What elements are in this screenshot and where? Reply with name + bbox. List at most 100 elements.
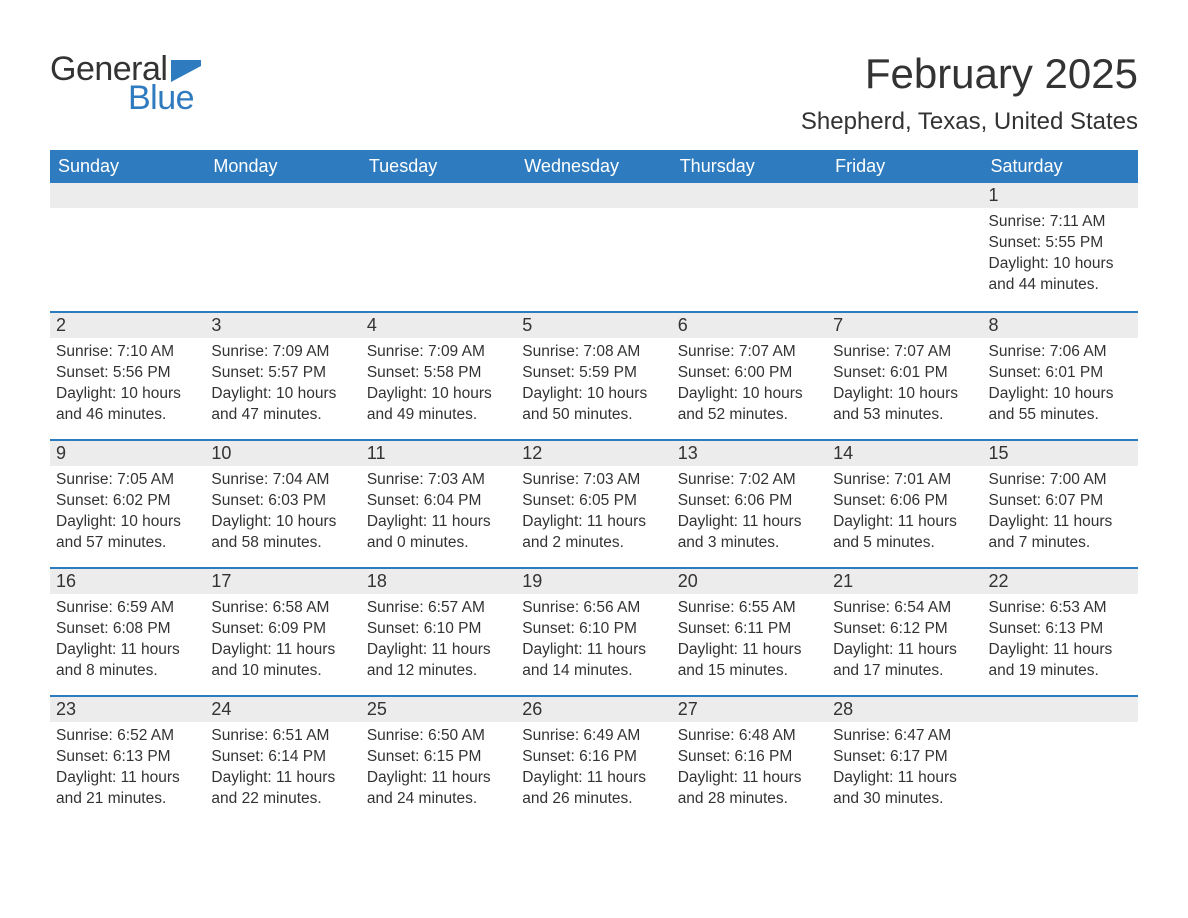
day-details: Sunrise: 6:58 AMSunset: 6:09 PMDaylight:…: [205, 594, 360, 682]
daylight-line: Daylight: 11 hours and 10 minutes.: [211, 640, 354, 682]
calendar-cell: 14Sunrise: 7:01 AMSunset: 6:06 PMDayligh…: [827, 439, 982, 567]
sunset-line: Sunset: 6:07 PM: [989, 491, 1132, 512]
calendar-cell: 16Sunrise: 6:59 AMSunset: 6:08 PMDayligh…: [50, 567, 205, 695]
calendar-cell: 13Sunrise: 7:02 AMSunset: 6:06 PMDayligh…: [672, 439, 827, 567]
day-number: [827, 183, 982, 208]
daylight-line: Daylight: 10 hours and 57 minutes.: [56, 512, 199, 554]
day-number: 11: [361, 439, 516, 466]
sunrise-line: Sunrise: 7:10 AM: [56, 342, 199, 363]
sunrise-line: Sunrise: 7:07 AM: [678, 342, 821, 363]
daylight-line: Daylight: 10 hours and 50 minutes.: [522, 384, 665, 426]
day-number: 22: [983, 567, 1138, 594]
daylight-line: Daylight: 10 hours and 58 minutes.: [211, 512, 354, 554]
calendar-cell: [672, 183, 827, 311]
daylight-line: Daylight: 10 hours and 47 minutes.: [211, 384, 354, 426]
calendar-cell: 2Sunrise: 7:10 AMSunset: 5:56 PMDaylight…: [50, 311, 205, 439]
day-details: Sunrise: 7:03 AMSunset: 6:05 PMDaylight:…: [516, 466, 671, 554]
day-details: Sunrise: 6:54 AMSunset: 6:12 PMDaylight:…: [827, 594, 982, 682]
calendar-cell: 27Sunrise: 6:48 AMSunset: 6:16 PMDayligh…: [672, 695, 827, 823]
day-number: [205, 183, 360, 208]
day-details: Sunrise: 6:57 AMSunset: 6:10 PMDaylight:…: [361, 594, 516, 682]
day-details: Sunrise: 6:50 AMSunset: 6:15 PMDaylight:…: [361, 722, 516, 810]
day-number: 6: [672, 311, 827, 338]
day-header-row: SundayMondayTuesdayWednesdayThursdayFrid…: [50, 150, 1138, 183]
day-header: Sunday: [50, 150, 205, 183]
day-number: 7: [827, 311, 982, 338]
daylight-line: Daylight: 11 hours and 15 minutes.: [678, 640, 821, 682]
day-header: Saturday: [983, 150, 1138, 183]
sunrise-line: Sunrise: 7:04 AM: [211, 470, 354, 491]
daylight-line: Daylight: 11 hours and 8 minutes.: [56, 640, 199, 682]
logo-word2: Blue: [128, 79, 194, 118]
sunset-line: Sunset: 5:59 PM: [522, 363, 665, 384]
logo: General Blue: [50, 50, 201, 118]
sunset-line: Sunset: 6:02 PM: [56, 491, 199, 512]
sunset-line: Sunset: 6:09 PM: [211, 619, 354, 640]
sunset-line: Sunset: 6:16 PM: [522, 747, 665, 768]
day-number: 4: [361, 311, 516, 338]
day-header: Wednesday: [516, 150, 671, 183]
day-number: 5: [516, 311, 671, 338]
day-number: [50, 183, 205, 208]
daylight-line: Daylight: 11 hours and 30 minutes.: [833, 768, 976, 810]
sunset-line: Sunset: 6:14 PM: [211, 747, 354, 768]
day-number: 21: [827, 567, 982, 594]
day-number: 24: [205, 695, 360, 722]
calendar-cell: [50, 183, 205, 311]
day-header: Friday: [827, 150, 982, 183]
day-details: Sunrise: 7:05 AMSunset: 6:02 PMDaylight:…: [50, 466, 205, 554]
sunrise-line: Sunrise: 6:57 AM: [367, 598, 510, 619]
calendar-cell: 3Sunrise: 7:09 AMSunset: 5:57 PMDaylight…: [205, 311, 360, 439]
day-details: Sunrise: 7:11 AMSunset: 5:55 PMDaylight:…: [983, 208, 1138, 296]
daylight-line: Daylight: 10 hours and 46 minutes.: [56, 384, 199, 426]
sunset-line: Sunset: 6:16 PM: [678, 747, 821, 768]
calendar-cell: 28Sunrise: 6:47 AMSunset: 6:17 PMDayligh…: [827, 695, 982, 823]
day-number: [672, 183, 827, 208]
daylight-line: Daylight: 10 hours and 44 minutes.: [989, 254, 1132, 296]
sunset-line: Sunset: 6:06 PM: [833, 491, 976, 512]
sunrise-line: Sunrise: 7:09 AM: [367, 342, 510, 363]
daylight-line: Daylight: 11 hours and 28 minutes.: [678, 768, 821, 810]
calendar-cell: 10Sunrise: 7:04 AMSunset: 6:03 PMDayligh…: [205, 439, 360, 567]
sunset-line: Sunset: 6:17 PM: [833, 747, 976, 768]
sunrise-line: Sunrise: 7:02 AM: [678, 470, 821, 491]
sunset-line: Sunset: 6:10 PM: [522, 619, 665, 640]
day-details: Sunrise: 7:07 AMSunset: 6:00 PMDaylight:…: [672, 338, 827, 426]
day-details: Sunrise: 7:08 AMSunset: 5:59 PMDaylight:…: [516, 338, 671, 426]
sunrise-line: Sunrise: 7:01 AM: [833, 470, 976, 491]
sunrise-line: Sunrise: 6:58 AM: [211, 598, 354, 619]
day-details: Sunrise: 7:03 AMSunset: 6:04 PMDaylight:…: [361, 466, 516, 554]
daylight-line: Daylight: 11 hours and 0 minutes.: [367, 512, 510, 554]
day-details: Sunrise: 6:47 AMSunset: 6:17 PMDaylight:…: [827, 722, 982, 810]
daylight-line: Daylight: 11 hours and 22 minutes.: [211, 768, 354, 810]
day-number: 1: [983, 183, 1138, 208]
location-subtitle: Shepherd, Texas, United States: [801, 108, 1138, 136]
calendar-cell: 7Sunrise: 7:07 AMSunset: 6:01 PMDaylight…: [827, 311, 982, 439]
calendar-cell: 5Sunrise: 7:08 AMSunset: 5:59 PMDaylight…: [516, 311, 671, 439]
day-number: 23: [50, 695, 205, 722]
day-details: Sunrise: 6:59 AMSunset: 6:08 PMDaylight:…: [50, 594, 205, 682]
day-details: Sunrise: 6:48 AMSunset: 6:16 PMDaylight:…: [672, 722, 827, 810]
sunset-line: Sunset: 6:04 PM: [367, 491, 510, 512]
daylight-line: Daylight: 11 hours and 3 minutes.: [678, 512, 821, 554]
day-details: Sunrise: 7:10 AMSunset: 5:56 PMDaylight:…: [50, 338, 205, 426]
calendar-table: SundayMondayTuesdayWednesdayThursdayFrid…: [50, 150, 1138, 823]
day-number: [983, 695, 1138, 722]
sunset-line: Sunset: 6:10 PM: [367, 619, 510, 640]
day-number: 19: [516, 567, 671, 594]
sunset-line: Sunset: 6:13 PM: [989, 619, 1132, 640]
sunrise-line: Sunrise: 7:03 AM: [367, 470, 510, 491]
sunrise-line: Sunrise: 7:05 AM: [56, 470, 199, 491]
day-number: 25: [361, 695, 516, 722]
daylight-line: Daylight: 10 hours and 55 minutes.: [989, 384, 1132, 426]
daylight-line: Daylight: 11 hours and 2 minutes.: [522, 512, 665, 554]
sunset-line: Sunset: 6:05 PM: [522, 491, 665, 512]
day-number: 27: [672, 695, 827, 722]
daylight-line: Daylight: 11 hours and 14 minutes.: [522, 640, 665, 682]
sunset-line: Sunset: 6:03 PM: [211, 491, 354, 512]
calendar-cell: [205, 183, 360, 311]
day-number: 16: [50, 567, 205, 594]
day-details: Sunrise: 7:07 AMSunset: 6:01 PMDaylight:…: [827, 338, 982, 426]
calendar-cell: 18Sunrise: 6:57 AMSunset: 6:10 PMDayligh…: [361, 567, 516, 695]
sunset-line: Sunset: 6:11 PM: [678, 619, 821, 640]
